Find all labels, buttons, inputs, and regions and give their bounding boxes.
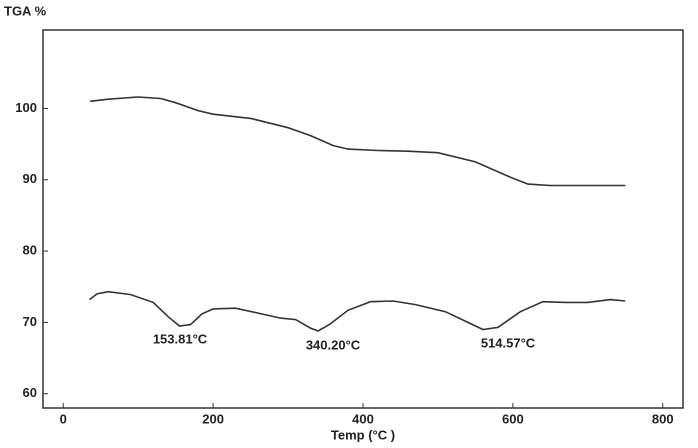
y-tick-label: 60 — [23, 385, 37, 400]
x-tick-label: 0 — [60, 411, 67, 426]
plot-frame — [42, 29, 684, 409]
x-tick-label: 600 — [502, 411, 524, 426]
y-tick-label: 80 — [23, 243, 37, 258]
annotation: 340.20°C — [306, 337, 361, 352]
y-tick-label: 100 — [15, 100, 37, 115]
series-line — [90, 96, 626, 187]
x-tick-label: 400 — [352, 411, 374, 426]
annotation: 514.57°C — [481, 335, 536, 350]
x-axis-label: Temp (°C ) — [331, 427, 395, 442]
x-tick-label: 200 — [202, 411, 224, 426]
y-axis-label: TGA % — [4, 3, 47, 18]
x-tick-label: 800 — [652, 411, 674, 426]
y-tick-label: 90 — [23, 171, 37, 186]
series-line — [89, 290, 626, 332]
annotation: 153.81°C — [153, 331, 208, 346]
y-tick-label: 70 — [23, 314, 37, 329]
